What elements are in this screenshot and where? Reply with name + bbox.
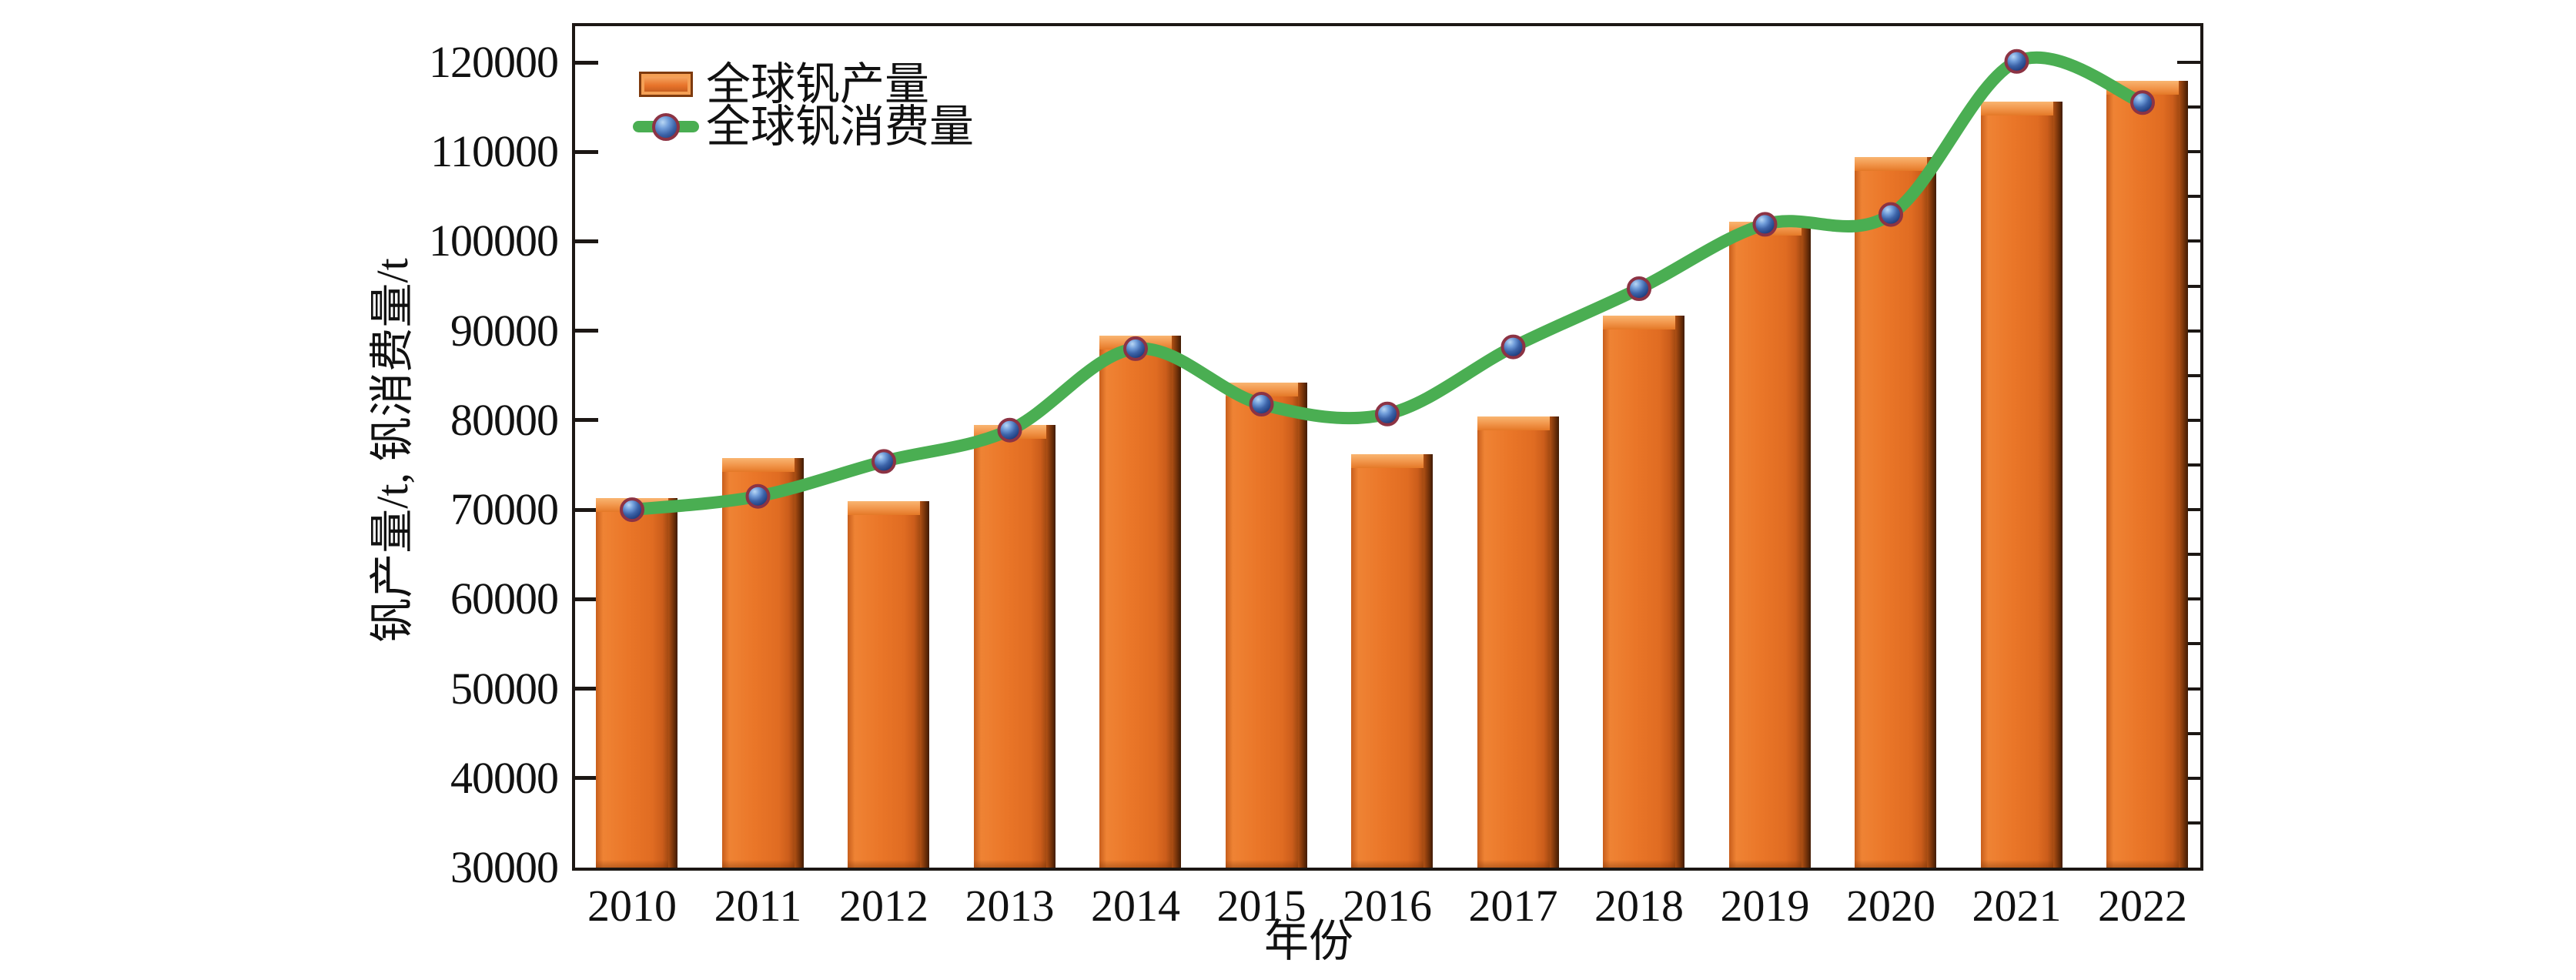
x-tick-label: 2015 <box>1216 881 1306 931</box>
legend-item-consumption: 全球钒消费量 <box>632 102 975 152</box>
x-tick-label: 2013 <box>965 881 1055 931</box>
y-tick-label: 60000 <box>450 574 559 624</box>
line-series-layer <box>620 48 2155 523</box>
marker-2014 <box>1123 336 1148 361</box>
y-axis-minor-tick-right <box>2177 821 2200 824</box>
y-axis-minor-tick-right <box>2177 508 2200 512</box>
x-axis-title: 年份 <box>1263 916 1353 966</box>
y-tick-label: 100000 <box>429 216 559 266</box>
line-marker-icon <box>632 112 700 141</box>
marker-2010 <box>620 497 644 523</box>
marker-2016 <box>1375 401 1400 426</box>
y-axis-minor-tick-right <box>2177 150 2200 154</box>
x-tick-label: 2016 <box>1343 881 1432 931</box>
y-axis-minor-tick-right <box>2177 195 2200 199</box>
y-axis-major-tick-left <box>575 60 598 65</box>
y-axis-minor-tick-right <box>2177 553 2200 557</box>
x-tick-label: 2010 <box>587 881 677 931</box>
marker-2019 <box>1752 212 1778 237</box>
y-axis-minor-tick-right <box>2177 731 2200 735</box>
x-tick-label: 2019 <box>1720 881 1810 931</box>
bar-2015 <box>1225 383 1307 868</box>
y-axis-major-tick-left <box>575 507 598 512</box>
y-axis-minor-tick-right <box>2177 239 2200 243</box>
y-axis-major-tick-left <box>575 776 598 781</box>
y-axis-major-tick-left <box>575 597 598 601</box>
y-axis-minor-tick-right <box>2177 463 2200 467</box>
y-axis-minor-tick-right <box>2177 373 2200 377</box>
bar-2018 <box>1603 315 1684 868</box>
x-tick-label: 2020 <box>1846 881 1935 931</box>
y-axis-minor-tick-right <box>2177 687 2200 691</box>
marker-2021 <box>2004 48 2029 74</box>
x-tick-label: 2022 <box>2098 881 2187 931</box>
y-tick-label: 50000 <box>450 663 559 714</box>
y-tick-label: 110000 <box>430 126 559 177</box>
x-tick-label: 2021 <box>1972 881 2062 931</box>
y-axis-minor-tick-right <box>2177 597 2200 601</box>
y-axis-minor-tick-right <box>2177 329 2200 333</box>
y-axis-major-tick-left <box>575 418 598 423</box>
y-tick-label: 120000 <box>429 37 559 87</box>
legend-item-production: 全球钒产量 <box>632 59 974 109</box>
y-axis-minor-tick-right <box>2177 61 2200 64</box>
legend-label: 全球钒产量 <box>706 59 930 109</box>
y-tick-label: 30000 <box>450 842 559 892</box>
y-tick-label: 80000 <box>450 394 559 445</box>
y-axis-major-tick-left <box>575 239 598 243</box>
bar-2014 <box>1099 335 1181 868</box>
x-tick-label: 2018 <box>1594 881 1684 931</box>
x-tick-label: 2017 <box>1468 881 1558 931</box>
marker-2017 <box>1500 334 1526 360</box>
marker-2022 <box>2130 90 2155 115</box>
x-tick-label: 2014 <box>1091 881 1180 931</box>
bar-2016 <box>1351 454 1433 868</box>
x-tick-label: 2012 <box>839 881 928 931</box>
y-axis-major-tick-left <box>575 687 598 691</box>
marker-2012 <box>871 449 896 474</box>
y-tick-label: 40000 <box>450 752 559 803</box>
bar-2012 <box>848 500 929 868</box>
y-axis-minor-tick-right <box>2177 105 2200 109</box>
y-axis-minor-tick-right <box>2177 776 2200 780</box>
bar-2021 <box>1980 102 2062 868</box>
bar-2017 <box>1477 416 1559 868</box>
bar-swatch-icon <box>632 72 700 97</box>
x-tick-label: 2011 <box>714 881 802 931</box>
plot-area: 全球钒产量 全球钒消费量 <box>572 23 2203 871</box>
bar-2020 <box>1855 157 1936 868</box>
legend: 全球钒产量 全球钒消费量 <box>632 59 975 152</box>
y-axis-major-tick-left <box>575 149 598 154</box>
marker-2020 <box>1878 202 1903 227</box>
y-tick-label: 90000 <box>450 305 559 356</box>
y-axis-minor-tick-right <box>2177 642 2200 646</box>
legend-label: 全球钒消费量 <box>706 102 975 152</box>
y-axis-minor-tick-right <box>2177 418 2200 422</box>
y-tick-label: 70000 <box>450 484 559 535</box>
marker-2011 <box>745 483 771 509</box>
bar-2011 <box>721 457 804 868</box>
bar-2013 <box>973 424 1055 868</box>
marker-2015 <box>1249 392 1274 416</box>
marker-2013 <box>997 417 1022 443</box>
y-axis-major-tick-left <box>575 329 598 333</box>
y-axis-minor-tick-right <box>2177 284 2200 288</box>
marker-2018 <box>1627 276 1651 301</box>
